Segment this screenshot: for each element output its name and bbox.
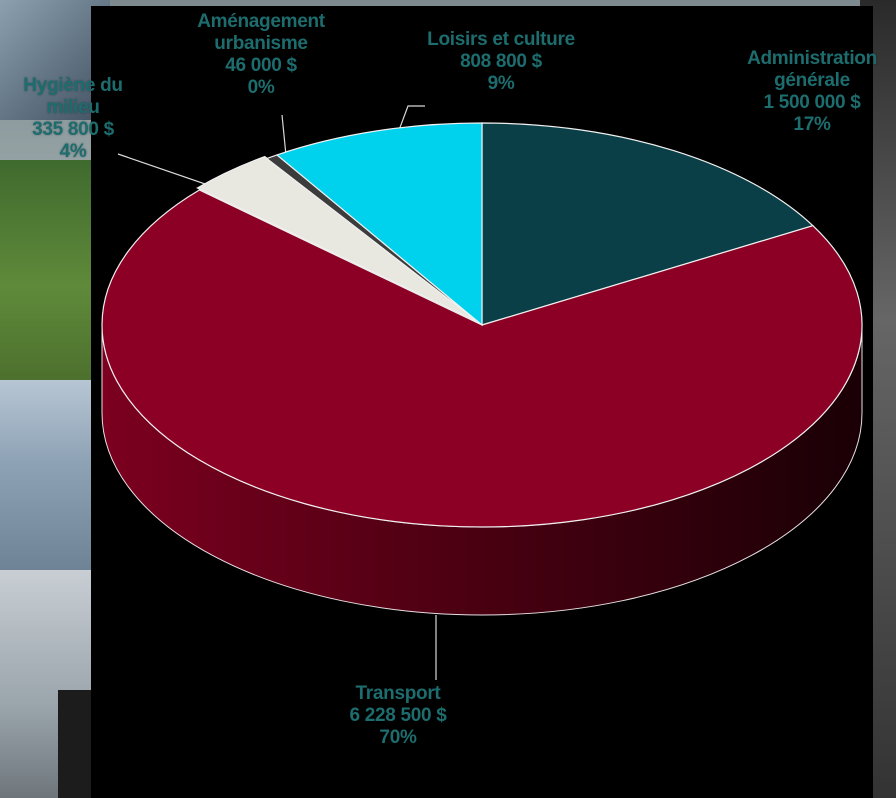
pie-slice-hygiene: [196, 155, 481, 324]
slice-name-line: urbanisme: [214, 33, 308, 54]
slice-name-line: milieu: [46, 97, 100, 118]
slice-percent: 9%: [487, 73, 515, 94]
slice-name-line: Loisirs et culture: [427, 29, 575, 50]
slice-amount: 1 500 000 $: [763, 92, 861, 113]
slice-label-administration: Administration générale 1 500 000 $ 17%: [724, 48, 896, 136]
slice-percent: 70%: [379, 727, 417, 748]
slice-percent: 0%: [247, 77, 275, 98]
slice-amount: 6 228 500 $: [349, 705, 447, 726]
slice-amount: 46 000 $: [225, 55, 297, 76]
slice-name-line: Transport: [355, 683, 441, 704]
slice-label-hygiene: Hygiène du milieu 335 800 $ 4%: [0, 75, 146, 163]
slice-name-line: Hygiène du: [23, 75, 123, 96]
slice-label-loisirs: Loisirs et culture 808 800 $ 9%: [396, 29, 606, 95]
slice-label-transport: Transport 6 228 500 $ 70%: [318, 683, 478, 749]
slice-percent: 17%: [793, 114, 831, 135]
slice-name-line: générale: [774, 70, 850, 91]
slice-amount: 335 800 $: [32, 119, 114, 140]
pie-slice-administration: [481, 122, 815, 326]
pie-slice-transport: [101, 189, 863, 528]
slice-name-line: Aménagement: [197, 11, 325, 32]
slice-percent: 4%: [59, 141, 87, 162]
background-photo-post: [58, 690, 94, 798]
slice-label-amenagement: Aménagement urbanisme 46 000 $ 0%: [172, 11, 350, 99]
slice-name-line: Administration: [747, 48, 877, 69]
slice-amount: 808 800 $: [460, 51, 542, 72]
pie-slice-loisirs: [275, 122, 483, 327]
